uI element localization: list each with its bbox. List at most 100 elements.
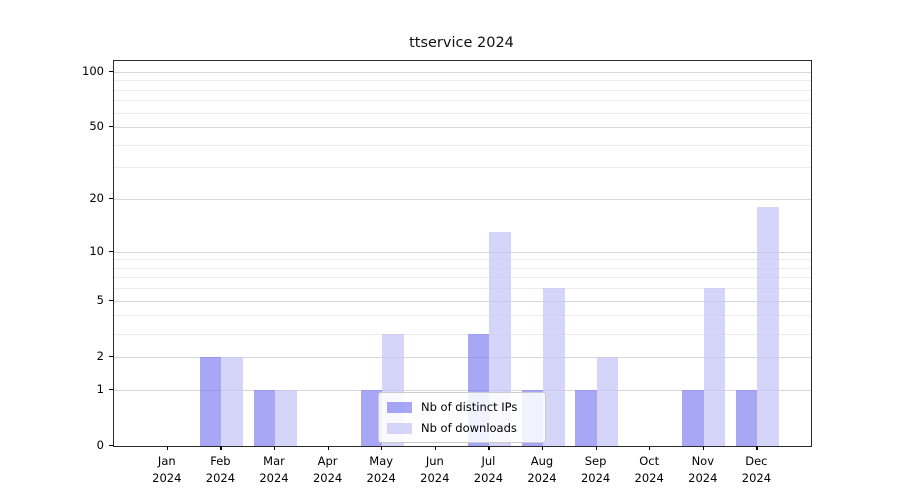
x-tick-mark <box>649 446 651 450</box>
x-tick-mark <box>542 446 544 450</box>
bar-distinct-ips-dec <box>735 389 758 446</box>
x-tick-month: Jul <box>481 454 496 468</box>
bar-distinct-ips-feb <box>199 356 222 446</box>
x-tick-mark <box>488 446 490 450</box>
y-tick-mark <box>109 126 113 128</box>
bar-distinct-ips-nov <box>682 389 704 446</box>
gridline-major <box>114 71 811 73</box>
gridline-minor <box>114 144 811 146</box>
bar-downloads-feb <box>221 356 243 446</box>
x-tick-label: Feb 2024 <box>188 453 252 486</box>
gridline-minor <box>114 315 811 317</box>
bars-layer <box>114 61 811 446</box>
gridline-major <box>114 251 811 253</box>
bar-distinct-ips-may <box>360 389 383 446</box>
x-tick-month: Jun <box>425 454 444 468</box>
x-tick-year: 2024 <box>688 470 718 485</box>
x-tick-year: 2024 <box>312 470 343 485</box>
legend-swatch-distinct-ips <box>387 401 412 413</box>
x-tick-label: Dec 2024 <box>724 453 788 486</box>
x-tick-label: Jun 2024 <box>403 453 467 486</box>
gridline-major <box>114 300 811 302</box>
bar-downloads-sep <box>596 356 619 446</box>
x-tick-month: Apr <box>317 454 338 468</box>
gridline-minor <box>114 267 811 269</box>
x-tick-year: 2024 <box>527 470 557 485</box>
plot-area: Nb of distinct IPs Nb of downloads <box>113 60 812 447</box>
y-tick-label: 2 <box>96 348 104 363</box>
x-tick-label: Aug 2024 <box>510 453 574 486</box>
bar-downloads-mar <box>275 389 297 446</box>
bar-distinct-ips-sep <box>575 389 597 446</box>
x-tick-label: Apr 2024 <box>296 453 360 486</box>
legend-item-downloads: Nb of downloads <box>387 421 537 435</box>
gridline-minor <box>114 112 811 114</box>
y-tick-label: 0 <box>96 438 104 452</box>
x-tick-year: 2024 <box>473 470 504 485</box>
y-tick-label: 10 <box>89 243 104 258</box>
y-tick-mark <box>109 198 113 200</box>
legend-label-distinct-ips: Nb of distinct IPs <box>421 400 518 414</box>
gridline-major <box>114 356 811 358</box>
x-tick-label: Sep 2024 <box>564 453 628 486</box>
legend-item-distinct-ips: Nb of distinct IPs <box>387 400 537 414</box>
gridline-minor <box>114 100 811 102</box>
x-tick-month: Aug <box>530 454 554 468</box>
x-tick-month: May <box>369 454 394 468</box>
y-tick-label: 100 <box>82 63 104 78</box>
x-tick-year: 2024 <box>259 470 289 485</box>
x-tick-mark <box>702 446 704 450</box>
x-tick-mark <box>327 446 329 450</box>
gridlines-layer <box>114 61 811 446</box>
x-tick-mark <box>220 446 222 450</box>
gridline-minor <box>114 259 811 261</box>
x-tick-year: 2024 <box>366 470 396 485</box>
x-tick-month: Jan <box>157 454 176 468</box>
legend-swatch-downloads <box>387 422 412 434</box>
gridline-minor <box>114 288 811 290</box>
x-tick-year: 2024 <box>580 470 611 485</box>
x-tick-year: 2024 <box>152 470 182 485</box>
x-tick-label: Oct 2024 <box>617 453 681 486</box>
gridline-major <box>114 389 811 391</box>
x-tick-month: Mar <box>263 454 285 468</box>
x-tick-year: 2024 <box>741 470 772 485</box>
x-tick-mark <box>756 446 758 450</box>
gridline-minor <box>114 277 811 279</box>
x-tick-year: 2024 <box>205 470 236 485</box>
x-tick-label: May 2024 <box>349 453 413 486</box>
x-tick-mark <box>381 446 383 450</box>
x-tick-month: Oct <box>639 454 660 468</box>
x-tick-month: Sep <box>584 454 607 468</box>
x-tick-mark <box>595 446 597 450</box>
gridline-minor <box>114 167 811 169</box>
x-tick-month: Dec <box>745 454 768 468</box>
y-tick-mark <box>109 250 113 252</box>
y-tick-label: 50 <box>89 119 104 133</box>
bar-downloads-aug <box>543 288 565 446</box>
y-tick-label: 5 <box>96 292 104 307</box>
gridline-major <box>114 127 811 128</box>
y-tick-mark <box>109 388 113 390</box>
x-tick-label: Jan 2024 <box>135 453 199 486</box>
y-tick-label: 1 <box>96 381 104 396</box>
y-tick-mark <box>109 299 113 301</box>
x-tick-year: 2024 <box>420 470 450 485</box>
y-tick-mark <box>109 355 113 358</box>
x-tick-month: Feb <box>210 454 231 468</box>
legend-label-downloads: Nb of downloads <box>421 421 517 435</box>
x-tick-label: Mar 2024 <box>242 453 306 486</box>
gridline-minor <box>114 333 811 335</box>
gridline-minor <box>114 80 811 82</box>
gridline-major <box>114 199 811 200</box>
x-tick-mark <box>434 446 436 450</box>
gridline-minor <box>114 89 811 91</box>
y-tick-mark <box>109 70 113 72</box>
chart-title: ttservice 2024 <box>409 35 514 51</box>
x-tick-mark <box>274 446 276 450</box>
x-tick-month: Nov <box>691 454 715 468</box>
y-tick-mark <box>109 445 113 447</box>
x-tick-year: 2024 <box>634 470 664 485</box>
legend: Nb of distinct IPs Nb of downloads <box>378 392 546 443</box>
